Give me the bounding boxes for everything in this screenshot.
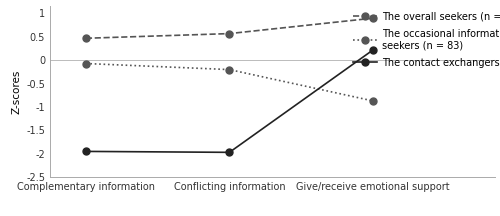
Legend: The overall seekers (n = 83), The occasional information
seekers (n = 83), The c: The overall seekers (n = 83), The occasi… (353, 11, 500, 68)
Y-axis label: Z-scores: Z-scores (12, 70, 22, 114)
